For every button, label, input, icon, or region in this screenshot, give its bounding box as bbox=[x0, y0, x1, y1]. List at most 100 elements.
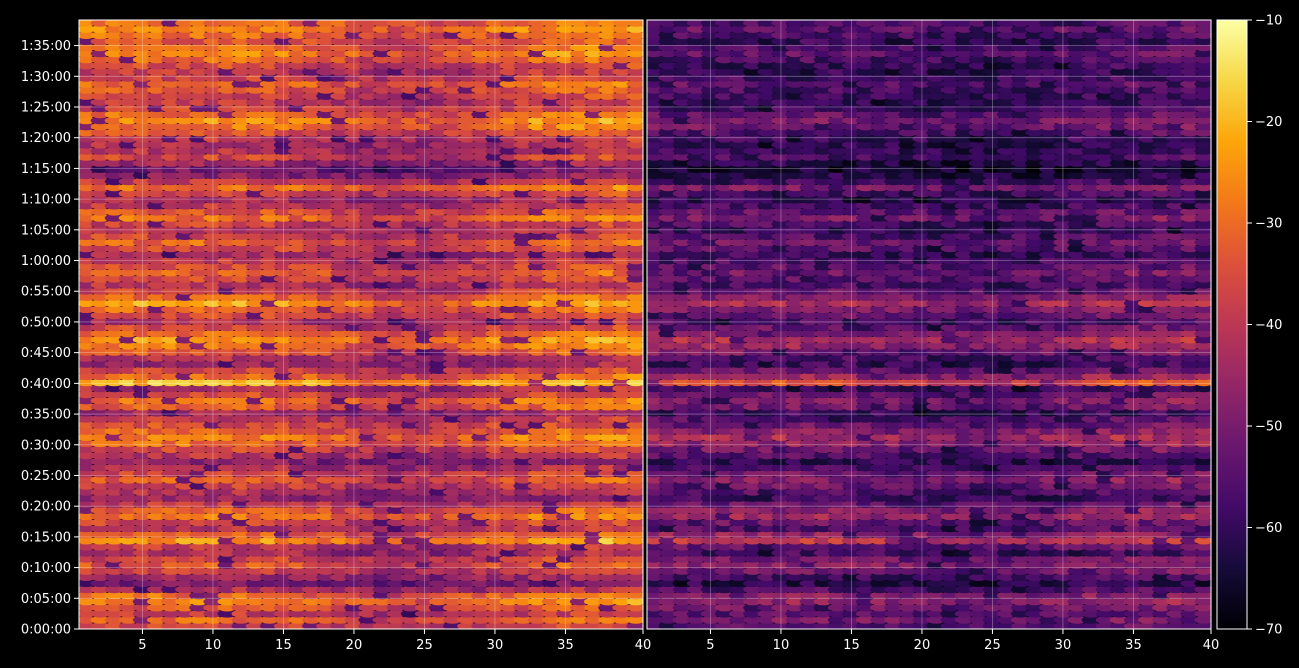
heatmap-cell bbox=[626, 348, 643, 356]
heatmap-cell bbox=[259, 427, 279, 435]
heatmap-cell bbox=[358, 348, 378, 356]
heatmap-cell bbox=[541, 329, 562, 338]
heatmap-cell bbox=[555, 372, 576, 381]
heatmap-cell bbox=[400, 506, 420, 514]
heatmap-cell bbox=[555, 488, 576, 496]
heatmap-cell bbox=[541, 390, 562, 399]
heatmap-cell bbox=[104, 384, 124, 393]
heatmap-cell bbox=[555, 530, 576, 539]
heatmap-cell bbox=[386, 396, 406, 405]
heatmap-cell bbox=[541, 287, 562, 295]
heatmap-cell bbox=[471, 409, 491, 417]
heatmap-cell bbox=[598, 445, 618, 454]
heatmap-cell bbox=[598, 561, 618, 569]
heatmap-cell bbox=[104, 323, 124, 332]
heatmap-cell bbox=[428, 512, 449, 521]
heatmap-cell bbox=[203, 433, 223, 442]
heatmap-cell bbox=[414, 372, 435, 381]
heatmap-cell bbox=[513, 482, 533, 490]
heatmap-cell bbox=[569, 293, 590, 301]
heatmap-cell bbox=[217, 536, 237, 545]
heatmap-cell bbox=[555, 396, 576, 405]
heatmap-cell bbox=[90, 543, 110, 551]
heatmap-cell bbox=[147, 372, 167, 381]
heatmap-cell bbox=[147, 275, 167, 283]
heatmap-cell bbox=[541, 402, 562, 411]
heatmap-cell bbox=[302, 585, 322, 594]
heatmap-cell bbox=[344, 293, 364, 301]
heatmap-cell bbox=[414, 366, 435, 375]
heatmap-cell bbox=[273, 317, 293, 326]
heatmap-cell bbox=[175, 378, 195, 387]
heatmap-cell bbox=[302, 549, 322, 557]
heatmap-cell bbox=[457, 579, 477, 588]
heatmap-cell bbox=[541, 384, 562, 393]
heatmap-cell bbox=[471, 451, 491, 460]
heatmap-cell bbox=[569, 457, 590, 466]
heatmap-cell bbox=[541, 378, 562, 387]
heatmap-cell bbox=[344, 396, 364, 405]
heatmap-cell bbox=[414, 549, 435, 557]
heatmap-cell bbox=[245, 293, 265, 301]
heatmap-cell bbox=[203, 366, 223, 375]
heatmap-cell bbox=[499, 390, 519, 399]
heatmap-cell bbox=[541, 610, 562, 618]
heatmap-cell bbox=[330, 555, 350, 563]
heatmap-cell bbox=[273, 543, 293, 551]
heatmap-cell bbox=[541, 342, 562, 350]
heatmap-cell bbox=[372, 585, 392, 594]
heatmap-cell bbox=[428, 543, 449, 551]
heatmap-cell bbox=[400, 488, 420, 496]
heatmap-cell bbox=[541, 579, 562, 588]
heatmap-cell bbox=[161, 390, 181, 399]
heatmap-cell bbox=[203, 451, 223, 460]
heatmap-cell bbox=[104, 457, 124, 466]
heatmap-cell bbox=[217, 287, 237, 295]
heatmap-cell bbox=[330, 299, 350, 308]
heatmap-cell bbox=[189, 402, 209, 411]
heatmap-cell bbox=[569, 603, 590, 612]
heatmap-cell bbox=[457, 543, 477, 551]
heatmap-cell bbox=[118, 275, 138, 283]
heatmap-cell bbox=[203, 616, 223, 624]
heatmap-cell bbox=[189, 463, 209, 472]
heatmap-cell bbox=[104, 603, 124, 612]
heatmap-cell bbox=[569, 323, 590, 332]
heatmap-cell bbox=[330, 384, 350, 393]
heatmap-cell bbox=[104, 342, 124, 350]
heatmap-cell bbox=[569, 354, 590, 362]
heatmap-cell bbox=[147, 402, 167, 411]
heatmap-cell bbox=[273, 457, 293, 466]
heatmap-cell bbox=[217, 494, 237, 502]
heatmap-cell bbox=[612, 597, 632, 606]
heatmap-cell bbox=[147, 439, 167, 448]
heatmap-cell bbox=[414, 530, 435, 539]
heatmap-cell bbox=[584, 610, 604, 618]
heatmap-cell bbox=[302, 287, 322, 295]
heatmap-cell bbox=[316, 360, 336, 368]
heatmap-cell bbox=[443, 451, 463, 460]
heatmap-cell bbox=[203, 530, 223, 539]
heatmap-cell bbox=[79, 500, 96, 508]
heatmap-cell bbox=[118, 378, 138, 387]
heatmap-cell bbox=[147, 378, 167, 387]
heatmap-cell bbox=[245, 439, 265, 448]
heatmap-cell bbox=[569, 543, 590, 551]
heatmap-cell bbox=[555, 579, 576, 588]
heatmap-cell bbox=[259, 591, 279, 600]
heatmap-cell bbox=[147, 549, 167, 557]
heatmap-cell bbox=[527, 439, 547, 448]
heatmap-cell bbox=[555, 512, 576, 521]
heatmap-cell bbox=[79, 555, 96, 563]
heatmap-cell bbox=[344, 549, 364, 557]
heatmap-cell bbox=[245, 500, 265, 509]
heatmap-cell bbox=[584, 591, 604, 600]
heatmap-cell bbox=[400, 366, 420, 375]
heatmap-cell bbox=[90, 518, 110, 527]
heatmap-cell bbox=[203, 500, 223, 509]
heatmap-cell bbox=[598, 549, 618, 557]
heatmap-cell bbox=[457, 439, 477, 448]
heatmap-cell bbox=[118, 433, 138, 442]
heatmap-cell bbox=[569, 561, 590, 569]
heatmap-cell bbox=[513, 384, 533, 393]
